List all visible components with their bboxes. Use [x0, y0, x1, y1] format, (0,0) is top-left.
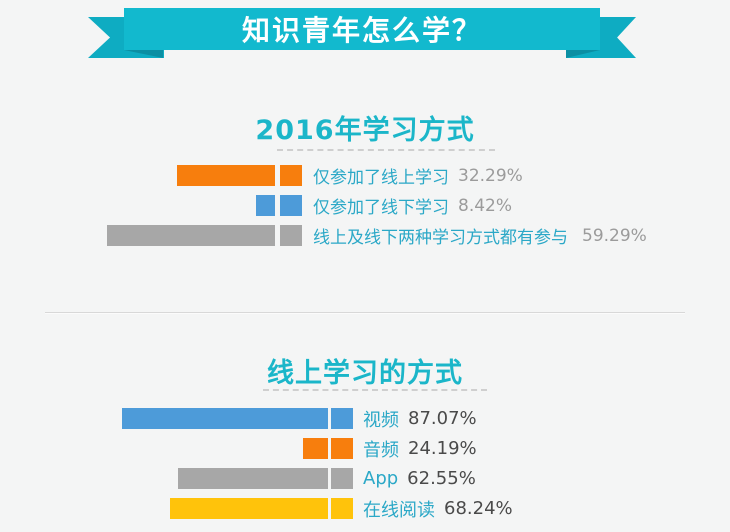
bar-online-reading-square [331, 498, 353, 519]
row-label: 在线阅读 [363, 499, 435, 521]
section2-title: 线上学习的方式 [267, 358, 463, 389]
bar-online-reading-main [170, 498, 328, 519]
bar-video-main [122, 408, 328, 429]
row-label: 仅参加了线下学习 [313, 198, 449, 218]
section-divider [45, 312, 685, 314]
page-title: 知识青年怎么学？ [241, 14, 482, 47]
section1-title: 2016年学习方式 [255, 115, 475, 146]
bar-online-only-square [280, 165, 302, 186]
bar-both-methods-main [107, 225, 275, 246]
bar-online-only-main [177, 165, 275, 186]
row-audio: 音频 24.19% [363, 438, 477, 461]
row-both-methods: 线上及线下两种学习方式都有参与 59.29% [313, 225, 647, 249]
row-online-only: 仅参加了线上学习 32.29% [313, 165, 523, 189]
row-offline-only: 仅参加了线下学习 8.42% [313, 195, 513, 219]
row-percent: 8.42% [458, 195, 513, 216]
bar-video-square [331, 408, 353, 429]
row-percent: 68.24% [444, 498, 513, 519]
section2-dashed-rule [263, 389, 487, 391]
row-video: 视频 87.07% [363, 408, 477, 431]
row-label: 仅参加了线上学习 [313, 168, 449, 188]
ribbon-fold-right-icon [566, 50, 600, 58]
row-percent: 32.29% [458, 165, 523, 186]
bar-app-main [178, 468, 328, 489]
title-ribbon: 知识青年怎么学？ [124, 8, 600, 50]
row-percent: 62.55% [407, 468, 476, 489]
bar-offline-only-main [256, 195, 275, 216]
row-label: App [363, 468, 399, 489]
bar-audio-square [331, 438, 353, 459]
row-label: 线上及线下两种学习方式都有参与 [313, 228, 568, 248]
bar-app-square [331, 468, 353, 489]
bar-offline-only-square [280, 195, 302, 216]
ribbon-fold-left-icon [124, 50, 163, 58]
bar-both-methods-square [280, 225, 302, 246]
section1-dashed-rule [277, 149, 495, 151]
row-online-reading: 在线阅读 68.24% [363, 498, 513, 521]
row-label: 音频 [363, 439, 399, 461]
row-label: 视频 [363, 409, 399, 431]
row-percent: 87.07% [408, 408, 477, 429]
row-app: App 62.55% [363, 468, 476, 489]
row-percent: 59.29% [582, 225, 647, 246]
row-percent: 24.19% [408, 438, 477, 459]
bar-audio-main [303, 438, 328, 459]
